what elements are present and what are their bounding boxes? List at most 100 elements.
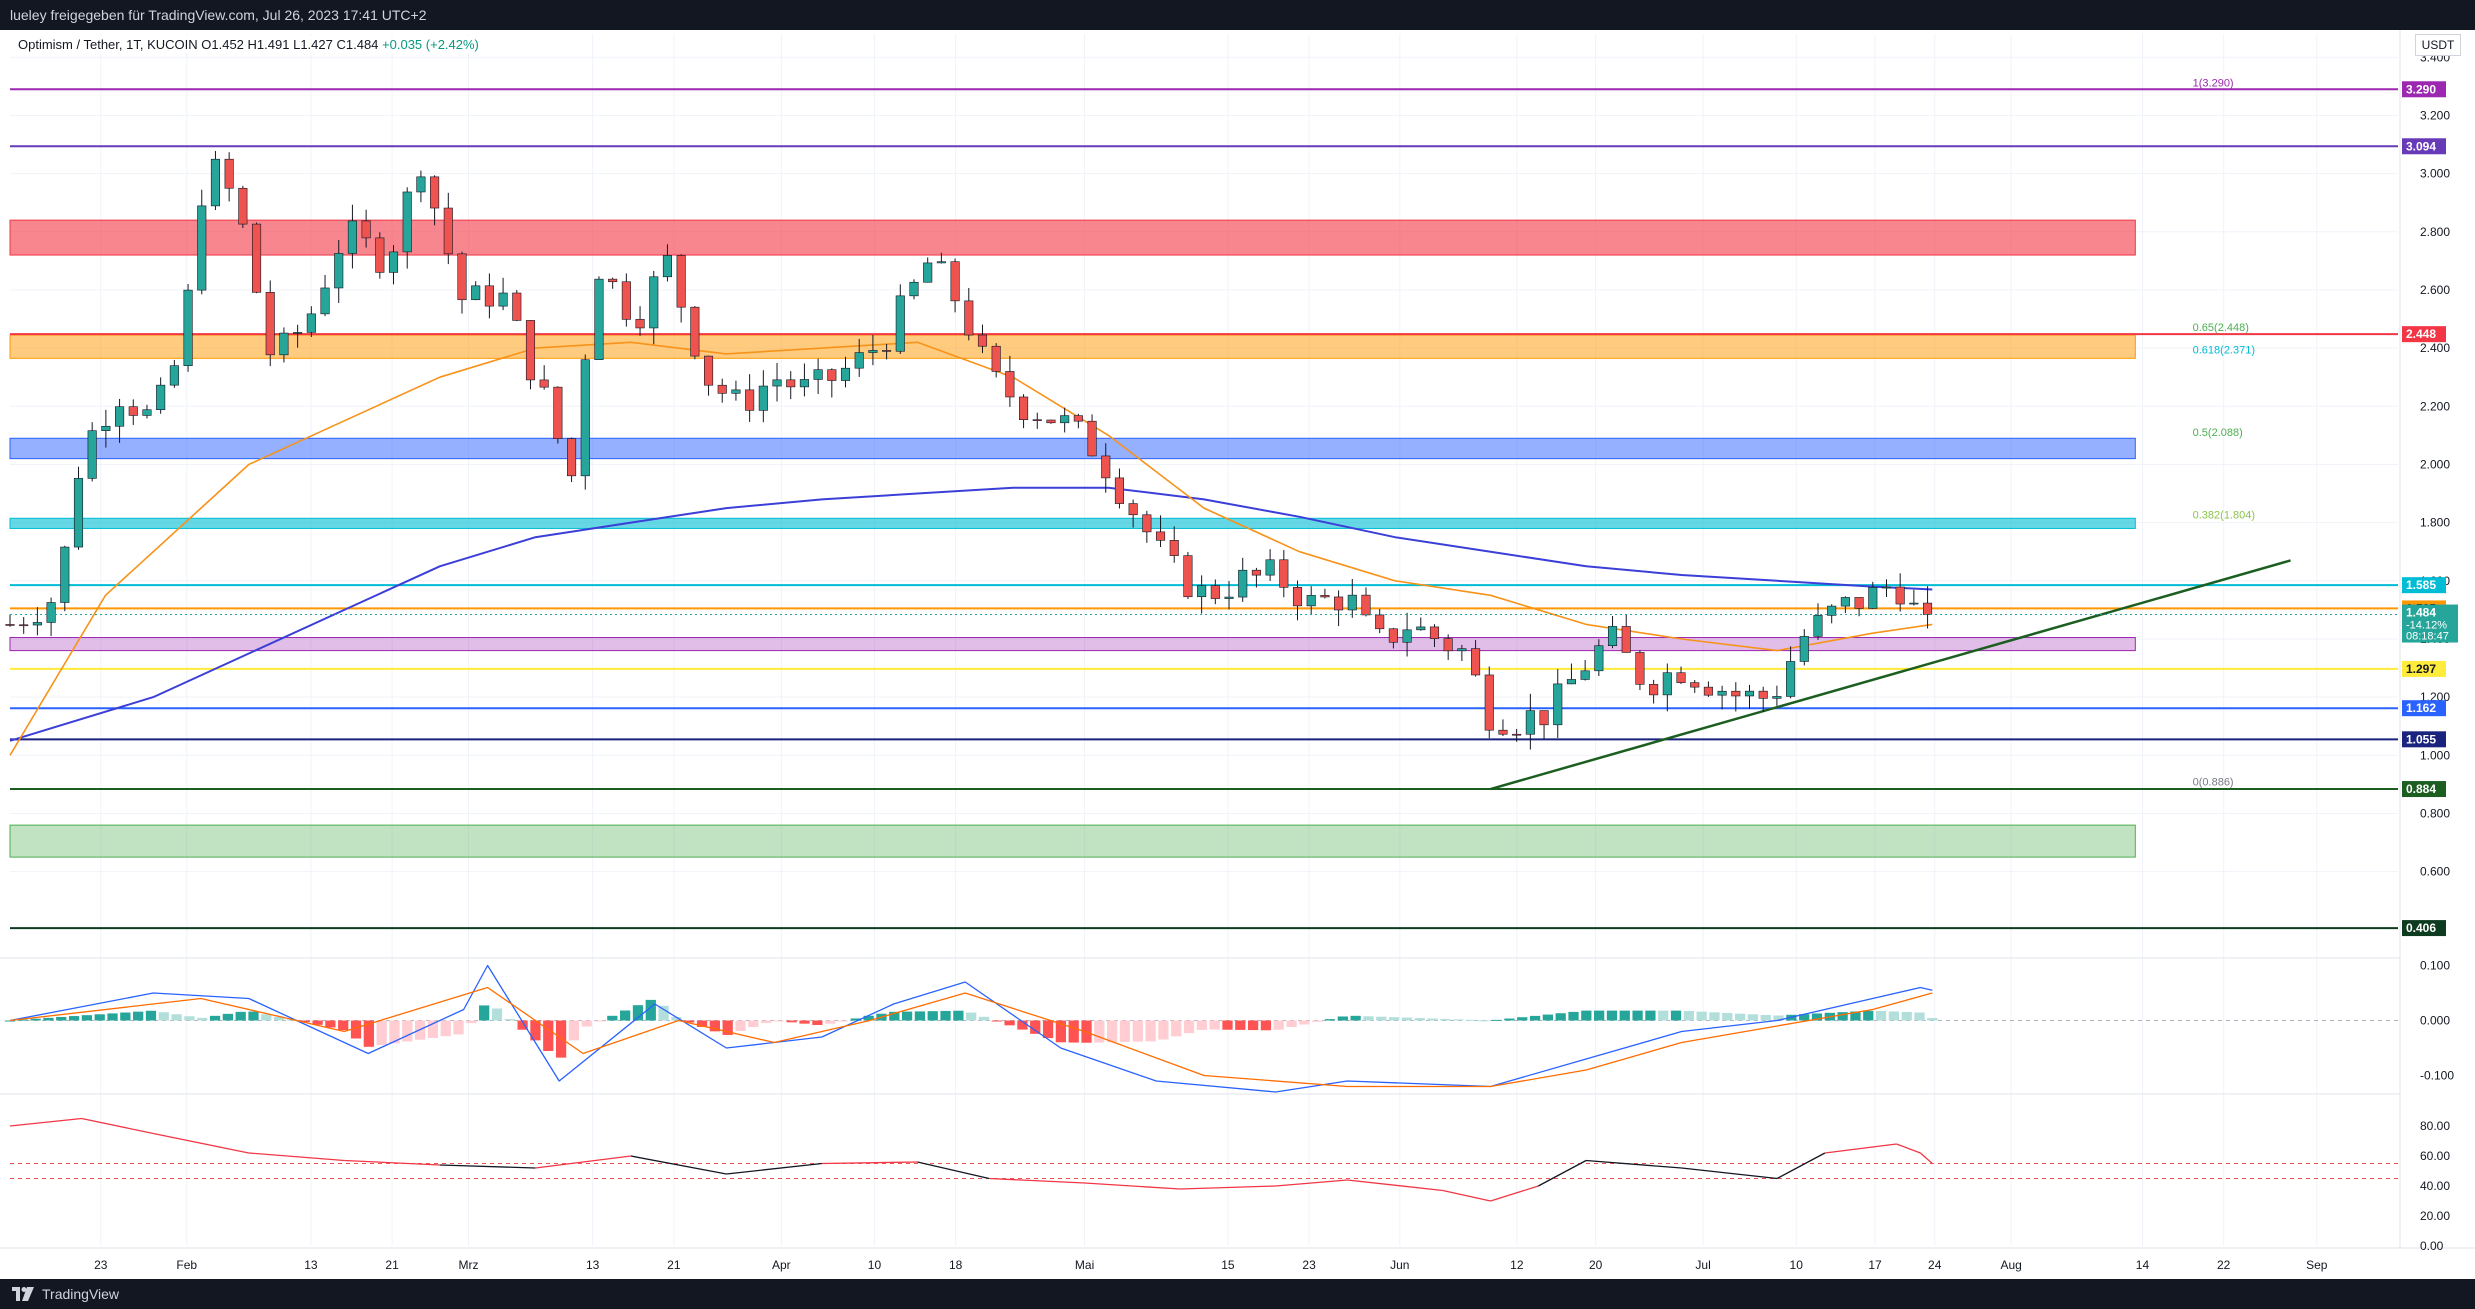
candle-body[interactable] xyxy=(156,384,166,411)
candle-body[interactable] xyxy=(608,278,618,283)
candle-body[interactable] xyxy=(32,622,42,626)
candle-body[interactable] xyxy=(1744,690,1755,697)
candle-body[interactable] xyxy=(1525,710,1535,735)
candle-body[interactable] xyxy=(293,332,303,334)
candle-body[interactable] xyxy=(1046,419,1056,424)
candle-body[interactable] xyxy=(1854,597,1864,609)
candle-body[interactable] xyxy=(1402,629,1412,643)
candle-body[interactable] xyxy=(1827,605,1837,616)
candle-body[interactable] xyxy=(840,367,851,381)
candle-body[interactable] xyxy=(1306,595,1316,607)
candle-body[interactable] xyxy=(1443,638,1453,652)
candle-body[interactable] xyxy=(539,379,549,388)
candle-body[interactable] xyxy=(471,285,481,301)
candle-body[interactable] xyxy=(1512,733,1522,736)
candle-body[interactable] xyxy=(731,389,741,394)
candle-body[interactable] xyxy=(1498,729,1508,735)
candle-body[interactable] xyxy=(690,306,700,357)
chart-canvas[interactable]: 1(3.290) 0.65(2.448) 0.618(2.371) 0.5(2.088… xyxy=(0,30,2475,1279)
candle-body[interactable] xyxy=(1155,531,1166,541)
candle-body[interactable] xyxy=(567,438,577,477)
candle-body[interactable] xyxy=(1416,626,1426,631)
candle-body[interactable] xyxy=(868,350,878,353)
candle-body[interactable] xyxy=(361,220,371,239)
candle-body[interactable] xyxy=(909,281,919,297)
candle-body[interactable] xyxy=(1292,587,1303,607)
candle-body[interactable] xyxy=(991,345,1001,372)
candle-body[interactable] xyxy=(1662,672,1672,696)
candle-body[interactable] xyxy=(238,187,248,225)
candle-body[interactable] xyxy=(60,546,70,603)
candle-body[interactable] xyxy=(1484,674,1494,731)
candle-body[interactable] xyxy=(1334,596,1344,611)
candle-body[interactable] xyxy=(525,320,536,381)
candle-body[interactable] xyxy=(923,262,933,283)
candle-body[interactable] xyxy=(1607,626,1618,647)
candle-body[interactable] xyxy=(1881,586,1892,589)
candle-body[interactable] xyxy=(1923,602,1933,615)
candle-body[interactable] xyxy=(498,292,508,307)
tradingview-brand[interactable]: TradingView xyxy=(12,1279,119,1309)
candle-body[interactable] xyxy=(1361,594,1371,616)
candle-body[interactable] xyxy=(1032,419,1042,421)
support-resistance-zone[interactable] xyxy=(9,334,2136,359)
candle-body[interactable] xyxy=(1676,672,1686,683)
candle-body[interactable] xyxy=(416,176,426,193)
candle-body[interactable] xyxy=(621,281,631,320)
candle-body[interactable] xyxy=(1717,690,1727,696)
candle-body[interactable] xyxy=(936,261,946,264)
candle-body[interactable] xyxy=(1224,596,1234,599)
candle-body[interactable] xyxy=(1895,586,1905,605)
candle-body[interactable] xyxy=(1183,555,1193,598)
support-resistance-zone[interactable] xyxy=(9,517,2136,529)
candle-body[interactable] xyxy=(1703,686,1713,696)
candle-body[interactable] xyxy=(1429,626,1440,639)
candle-body[interactable] xyxy=(334,253,344,289)
candle-body[interactable] xyxy=(553,386,563,440)
candle-body[interactable] xyxy=(1347,594,1357,611)
candle-body[interactable] xyxy=(484,285,494,307)
candle-body[interactable] xyxy=(703,355,714,386)
candle-body[interactable] xyxy=(1005,371,1015,398)
candle-body[interactable] xyxy=(977,334,988,347)
candle-body[interactable] xyxy=(1169,540,1179,556)
candle-body[interactable] xyxy=(895,295,905,352)
candle-body[interactable] xyxy=(1909,602,1919,605)
candle-body[interactable] xyxy=(1799,636,1809,662)
candle-body[interactable] xyxy=(964,300,974,336)
candle-body[interactable] xyxy=(950,261,960,302)
candle-body[interactable] xyxy=(813,369,823,380)
candle-body[interactable] xyxy=(1388,628,1398,643)
candle-body[interactable] xyxy=(457,253,467,301)
candle-body[interactable] xyxy=(1320,595,1330,598)
ascending-trendline[interactable] xyxy=(1490,559,2291,791)
candle-body[interactable] xyxy=(1594,645,1604,672)
candle-body[interactable] xyxy=(1128,503,1138,516)
candle-body[interactable] xyxy=(19,624,29,627)
chart-area[interactable]: 1(3.290) 0.65(2.448) 0.618(2.371) 0.5(2.088… xyxy=(0,30,2475,1279)
candle-body[interactable] xyxy=(5,624,15,626)
candle-body[interactable] xyxy=(717,384,727,394)
candle-body[interactable] xyxy=(512,292,522,321)
candle-body[interactable] xyxy=(265,292,275,356)
candle-body[interactable] xyxy=(1073,415,1083,422)
candle-body[interactable] xyxy=(46,602,56,623)
candle-body[interactable] xyxy=(169,365,179,386)
candle-body[interactable] xyxy=(1238,569,1248,598)
candle-body[interactable] xyxy=(128,406,138,416)
currency-button[interactable]: USDT xyxy=(2415,34,2461,56)
candle-body[interactable] xyxy=(1772,696,1782,699)
candle-body[interactable] xyxy=(827,369,837,381)
support-resistance-zone[interactable] xyxy=(9,824,2136,858)
support-resistance-zone[interactable] xyxy=(9,637,2136,652)
candle-body[interactable] xyxy=(594,278,604,361)
candle-body[interactable] xyxy=(1251,569,1261,576)
candle-body[interactable] xyxy=(320,287,330,315)
candle-body[interactable] xyxy=(1279,559,1289,588)
candle-body[interactable] xyxy=(197,205,207,291)
candle-body[interactable] xyxy=(1060,415,1070,424)
candle-body[interactable] xyxy=(210,158,220,207)
candle-body[interactable] xyxy=(1142,514,1152,533)
candle-body[interactable] xyxy=(635,319,645,329)
candle-body[interactable] xyxy=(1580,670,1590,680)
